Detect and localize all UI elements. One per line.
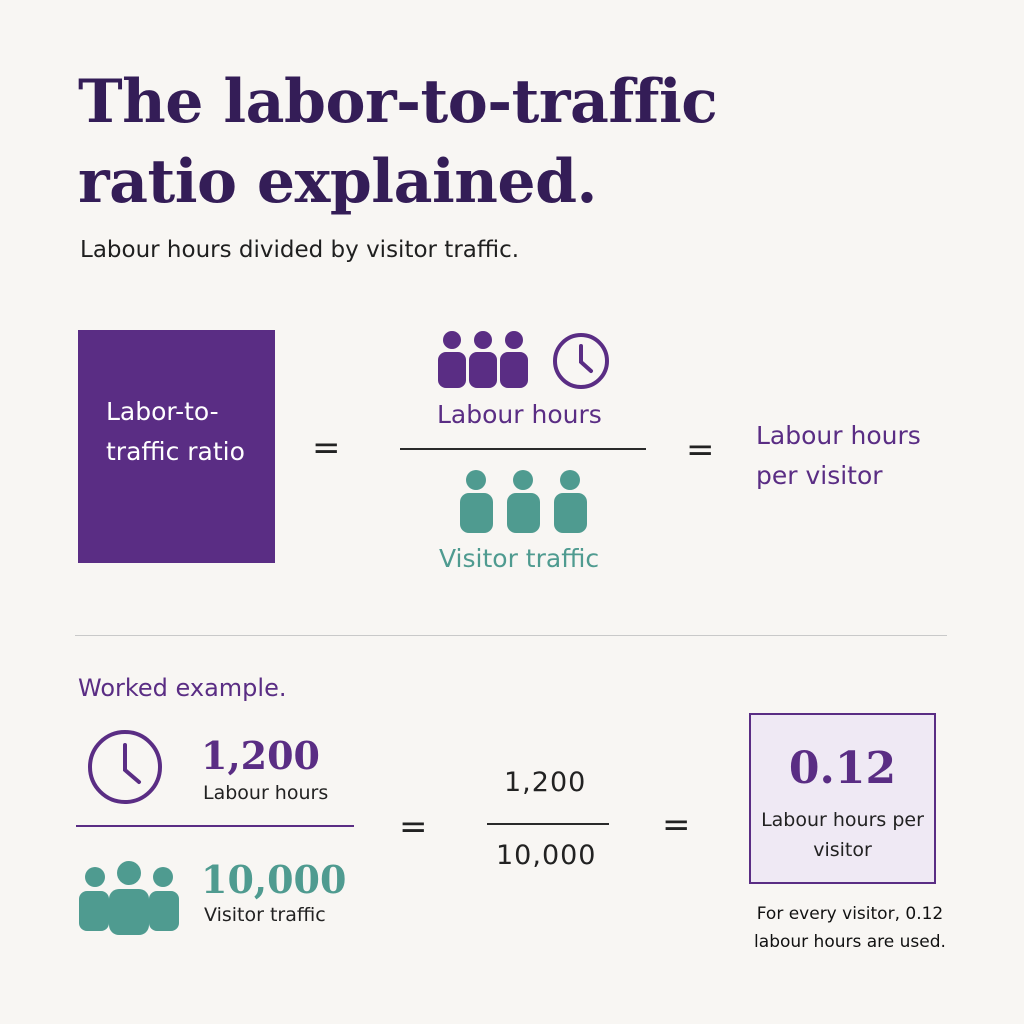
equals-sign: = (686, 430, 715, 470)
traffic-label: Visitor traffic (204, 904, 326, 926)
people-group-icon (460, 470, 587, 533)
fraction-line (400, 448, 646, 450)
result-value: 0.12 (788, 743, 897, 794)
traffic-value: 10,000 (201, 857, 347, 902)
ratio-box: Labor-to- traffic ratio (78, 330, 275, 563)
example-fraction-bar (487, 823, 609, 825)
equals-sign: = (662, 805, 691, 845)
numerator-label: Labour hours (437, 400, 602, 429)
result-box-label: Labour hours per visitor (761, 809, 924, 861)
result-box: 0.12 Labour hours per visitor (749, 713, 936, 884)
denominator-label: Visitor traffic (439, 544, 600, 573)
hours-value: 1,200 (201, 733, 320, 778)
section-divider (75, 635, 947, 636)
page-subtitle: Labour hours divided by visitor traffic. (80, 237, 520, 263)
ratio-box-label: Labor-to- traffic ratio (106, 397, 245, 466)
people-group-icon (79, 861, 179, 935)
result-note: For every visitor, 0.12 labour hours are… (754, 904, 946, 952)
fraction-denominator: 10,000 (496, 840, 597, 871)
equals-sign: = (399, 807, 428, 847)
page-title: The labor-to-traffic ratio explained. (78, 67, 718, 217)
clock-icon (88, 730, 162, 804)
worked-example-heading: Worked example. (78, 674, 287, 702)
hours-label: Labour hours (203, 782, 329, 804)
example-fraction-line (76, 825, 354, 827)
people-group-icon (438, 331, 528, 388)
clock-icon (553, 333, 609, 389)
fraction-numerator: 1,200 (504, 767, 587, 798)
result-label: Labour hours per visitor (756, 421, 921, 490)
equals-sign: = (312, 428, 341, 468)
